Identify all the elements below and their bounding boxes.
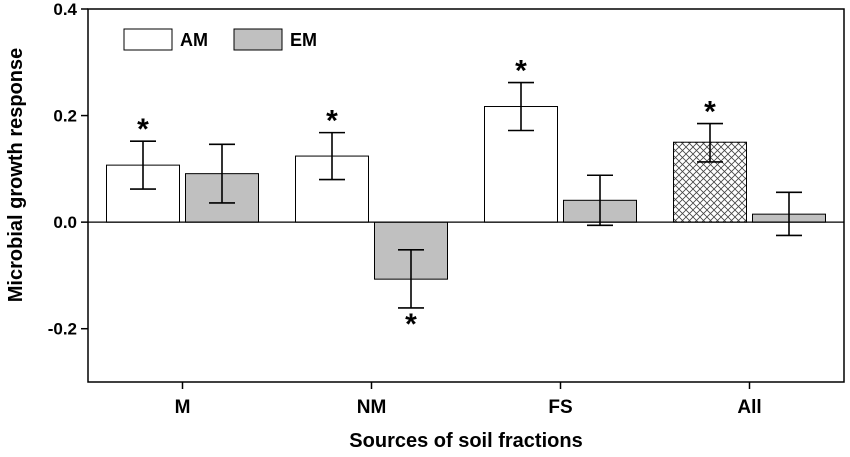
legend-swatch-am bbox=[123, 28, 173, 51]
significance-star: * bbox=[326, 105, 338, 138]
x-tick-label: FS bbox=[548, 397, 572, 418]
legend-label-am: AM bbox=[180, 30, 208, 50]
y-tick-label: 0.2 bbox=[53, 107, 77, 126]
legend-swatch-em bbox=[233, 28, 283, 51]
significance-star: * bbox=[137, 113, 149, 146]
y-axis-title: Microbial growth response bbox=[5, 48, 27, 302]
y-tick-label: 0.4 bbox=[53, 0, 77, 19]
x-tick-label: M bbox=[175, 397, 191, 418]
y-tick-label: 0.0 bbox=[53, 213, 77, 232]
significance-star: * bbox=[515, 55, 527, 88]
legend: AM EM bbox=[123, 28, 317, 51]
x-tick-label: All bbox=[737, 397, 761, 418]
significance-star: * bbox=[704, 96, 716, 129]
x-axis-title: Sources of soil fractions bbox=[349, 430, 582, 452]
significance-star: * bbox=[405, 308, 417, 341]
y-tick-label: -0.2 bbox=[48, 320, 77, 339]
plot-frame bbox=[87, 8, 845, 383]
legend-label-em: EM bbox=[290, 30, 317, 50]
x-tick-label: NM bbox=[357, 397, 387, 418]
